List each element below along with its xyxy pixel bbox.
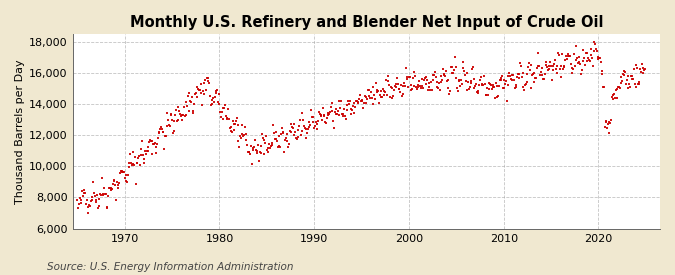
Title: Monthly U.S. Refinery and Blender Net Input of Crude Oil: Monthly U.S. Refinery and Blender Net In… — [130, 15, 603, 30]
Text: Source: U.S. Energy Information Administration: Source: U.S. Energy Information Administ… — [47, 262, 294, 272]
Y-axis label: Thousand Barrels per Day: Thousand Barrels per Day — [15, 59, 25, 204]
